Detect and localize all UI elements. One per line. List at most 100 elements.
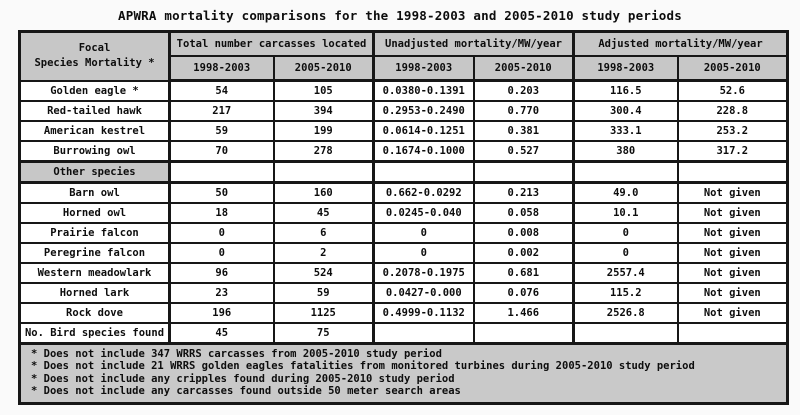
species-name-cell: Burrowing owl (18, 140, 171, 163)
species-name-cell: Red-tailed hawk (18, 100, 171, 122)
table-row: Peregrine falcon 0 2 0 0.002 0 Not given (18, 242, 789, 264)
value-cell: 524 (272, 262, 375, 284)
value-cell: 278 (272, 140, 375, 163)
footnotes-row: * Does not include 347 WRRS carcasses fr… (18, 342, 789, 404)
footnote-line: * Does not include any carcasses found o… (31, 385, 461, 398)
value-cell: 0.0427-0.000 (372, 282, 475, 304)
value-cell: 50 (168, 181, 275, 204)
table-row: Horned owl 18 45 0.0245-0.040 0.058 10.1 Not g… (18, 202, 789, 224)
value-cell: 70 (168, 140, 275, 163)
value-cell: 333.1 (572, 120, 679, 142)
value-cell: 52.6 (676, 79, 789, 102)
species-name-cell: Western meadowlark (18, 262, 171, 284)
footnote-line: * Does not include 347 WRRS carcasses fr… (31, 348, 442, 360)
value-cell: Not given (676, 222, 789, 244)
value-cell: 228.8 (676, 100, 789, 122)
species-name-cell: Prairie falcon (18, 222, 171, 244)
value-cell: 0.0245-0.040 (372, 202, 475, 224)
value-cell: 115.2 (572, 282, 679, 304)
value-cell: 0 (572, 242, 679, 264)
value-cell: 0.527 (472, 140, 576, 163)
table-row: Rock dove 196 1125 0.4999-0.1132 1.466 2526.8… (18, 302, 789, 324)
value-cell: 1125 (272, 302, 375, 324)
value-cell: 0.076 (472, 282, 576, 304)
value-cell: 0.002 (472, 242, 576, 264)
value-cell: 59 (168, 120, 275, 142)
value-cell: 217 (168, 100, 275, 122)
value-cell: 45 (168, 322, 275, 345)
period-header-row: 1998-2003 2005-2010 1998-2003 2005-2010 … (20, 55, 789, 82)
table-row: Prairie falcon 0 6 0 0.008 0 Not given (18, 222, 789, 244)
section-label-cell: Other species (18, 160, 171, 184)
table-footer: * Does not include 347 WRRS carcasses fr… (18, 342, 789, 404)
footnote-line: * Does not include any cripples found du… (31, 372, 455, 385)
value-cell (472, 322, 576, 345)
value-cell (168, 160, 275, 184)
group-header-carcasses: Total number carcasses located (168, 30, 375, 57)
mortality-table: Focal Species Mortality * Total number c… (18, 30, 790, 405)
value-cell: 160 (272, 181, 375, 204)
species-name-cell: American kestrel (18, 120, 171, 142)
table-header: Focal Species Mortality * Total number c… (18, 30, 789, 82)
value-cell: 0.058 (472, 202, 576, 224)
value-cell: 45 (272, 202, 375, 224)
value-cell: 0.2953-0.2490 (372, 100, 475, 122)
period-header: 2005-2010 (272, 55, 375, 82)
species-name-cell: Rock dove (18, 302, 171, 324)
value-cell: 0.4999-0.1132 (372, 302, 475, 324)
value-cell: 0.681 (472, 262, 576, 284)
species-name-cell: No. Bird species found (18, 322, 171, 345)
value-cell: 394 (272, 100, 375, 122)
value-cell: 75 (272, 322, 375, 345)
species-name-cell: Horned lark (18, 282, 171, 304)
focal-header-line2: Species Mortality * (34, 57, 155, 70)
value-cell: 0.1674-0.1000 (372, 140, 475, 163)
species-name-cell: Barn owl (18, 181, 171, 204)
value-cell: 0.0380-0.1391 (372, 79, 475, 102)
table-row: Red-tailed hawk 217 394 0.2953-0.2490 0.770 3… (18, 100, 789, 122)
value-cell (472, 160, 576, 184)
value-cell: 0 (372, 242, 475, 264)
value-cell: 0.2078-0.1975 (372, 262, 475, 284)
value-cell (572, 160, 679, 184)
value-cell (372, 322, 475, 345)
table-row: Horned lark 23 59 0.0427-0.000 0.076 115.2 Not… (18, 282, 789, 304)
section-row: Other species (18, 160, 789, 184)
value-cell: Not given (676, 202, 789, 224)
value-cell (272, 160, 375, 184)
species-name-cell: Horned owl (18, 202, 171, 224)
value-cell: 199 (272, 120, 375, 142)
value-cell: 0.008 (472, 222, 576, 244)
value-cell: 0.770 (472, 100, 576, 122)
value-cell: 59 (272, 282, 375, 304)
value-cell (372, 160, 475, 184)
table-row: Golden eagle * 54 105 0.0380-0.1391 0.203 116… (18, 79, 789, 102)
period-header: 1998-2003 (168, 55, 275, 82)
group-header-adjusted-mortality: Adjusted mortality/MW/year (572, 30, 789, 57)
table-title: APWRA mortality comparisons for the 1998… (118, 8, 682, 23)
footnotes-box: * Does not include 347 WRRS carcasses fr… (18, 342, 789, 404)
table-body: Golden eagle * 54 105 0.0380-0.1391 0.203 116… (18, 79, 789, 345)
value-cell: Not given (676, 282, 789, 304)
value-cell: 0 (372, 222, 475, 244)
value-cell: 105 (272, 79, 375, 102)
group-header-row: Focal Species Mortality * Total number c… (18, 30, 789, 82)
table-row: No. Bird species found 45 75 (18, 322, 789, 345)
value-cell: 23 (168, 282, 275, 304)
value-cell (676, 160, 789, 184)
value-cell: Not given (676, 242, 789, 264)
value-cell: 0 (168, 222, 275, 244)
value-cell: 317.2 (676, 140, 789, 163)
value-cell: 380 (572, 140, 679, 163)
value-cell: 18 (168, 202, 275, 224)
value-cell: 2526.8 (572, 302, 679, 324)
value-cell: Not given (676, 262, 789, 284)
value-cell: 0.213 (472, 181, 576, 204)
value-cell: 2557.4 (572, 262, 679, 284)
value-cell (676, 322, 789, 345)
value-cell: Not given (676, 181, 789, 204)
value-cell: 10.1 (572, 202, 679, 224)
value-cell: 0.0614-0.1251 (372, 120, 475, 142)
value-cell: 1.466 (472, 302, 576, 324)
period-header: 2005-2010 (676, 55, 789, 82)
